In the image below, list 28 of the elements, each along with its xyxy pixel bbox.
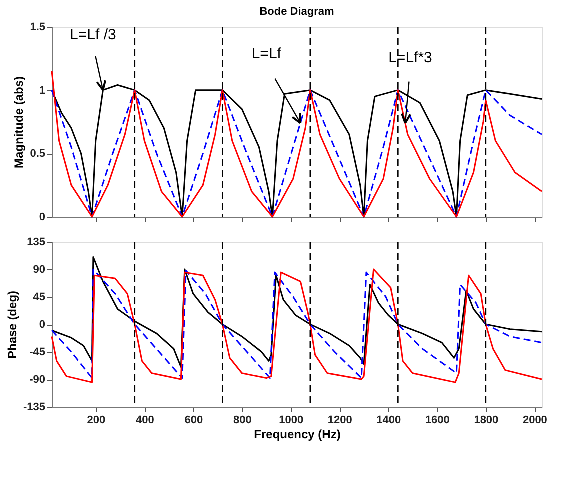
x-tick-label: 2000 — [522, 414, 548, 426]
x-tick-label: 1400 — [376, 414, 402, 426]
y-tick-label: 0.5 — [30, 148, 46, 160]
y-tick-label: 0 — [39, 319, 46, 331]
y-tick-label: -135 — [23, 402, 46, 414]
x-tick-label: 1000 — [279, 414, 304, 426]
y-tick-label: -45 — [30, 346, 46, 358]
annotation: L=Lf — [252, 45, 282, 62]
y-tick-label: 45 — [33, 292, 46, 304]
y-tick-label: -90 — [30, 374, 46, 386]
y-tick-label: 90 — [33, 264, 46, 276]
chart-title: Bode Diagram — [260, 6, 334, 18]
x-tick-label: 1800 — [474, 414, 499, 426]
annotation: L=Lf*3 — [388, 49, 432, 66]
y-axis-title: Phase (deg) — [5, 290, 20, 360]
y-axis-title: Magnitude (abs) — [12, 76, 26, 168]
y-tick-label: 1 — [39, 84, 46, 97]
x-tick-label: 600 — [184, 414, 204, 426]
x-tick-label: 1200 — [328, 414, 352, 426]
y-tick-label: 135 — [27, 236, 46, 248]
x-tick-label: 1600 — [425, 414, 450, 426]
y-tick-label: 1.5 — [30, 22, 46, 34]
x-axis-title: Frequency (Hz) — [254, 428, 341, 442]
x-tick-label: 400 — [136, 414, 154, 426]
annotation: L=Lf /3 — [70, 26, 116, 44]
y-tick-label: 0 — [39, 212, 46, 224]
x-tick-label: 800 — [233, 414, 252, 426]
x-tick-label: 200 — [87, 414, 106, 426]
